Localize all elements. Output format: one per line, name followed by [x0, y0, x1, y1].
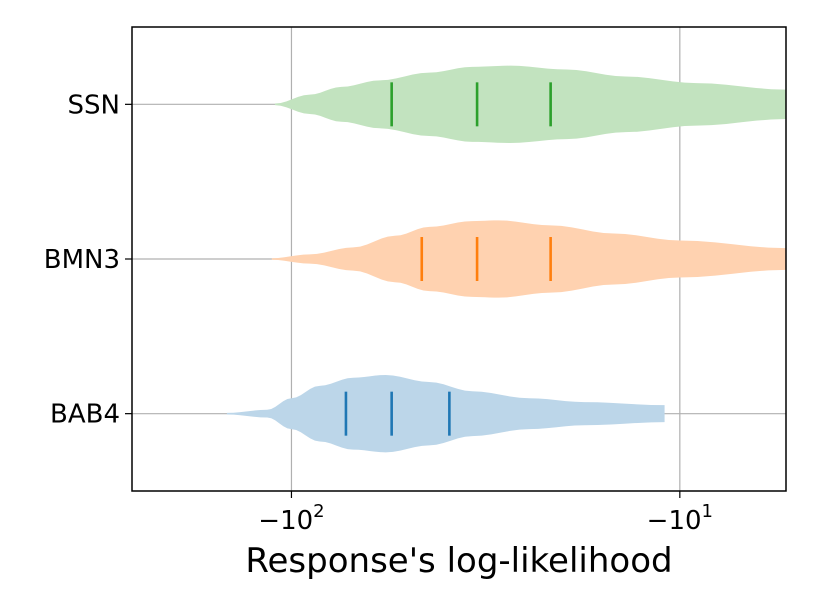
- y-axis-ticks: SSN BMN3 BAB4: [44, 90, 132, 430]
- violins: [226, 65, 786, 453]
- x-axis-ticks: −102 −101: [258, 491, 713, 536]
- violin-body-ssn: [274, 65, 786, 143]
- x-tick-label-base: −10: [647, 506, 702, 536]
- y-tick-label-bab4: BAB4: [50, 400, 120, 430]
- y-tick-label-bmn3: BMN3: [44, 245, 120, 275]
- violin-bab4: [226, 375, 665, 453]
- x-tick-label: −102: [258, 501, 324, 536]
- violin-bmn3: [271, 220, 786, 298]
- x-tick-label: −101: [647, 501, 713, 536]
- violin-ssn: [274, 65, 786, 143]
- violin-body-bab4: [226, 375, 665, 453]
- x-tick-label-exponent: 2: [313, 501, 324, 522]
- x-tick-label-base: −10: [258, 506, 313, 536]
- x-axis-label: Response's log-likelihood: [245, 541, 672, 581]
- x-tick-label-exponent: 1: [702, 501, 713, 522]
- y-tick-label-ssn: SSN: [68, 90, 120, 120]
- violin-body-bmn3: [271, 220, 786, 298]
